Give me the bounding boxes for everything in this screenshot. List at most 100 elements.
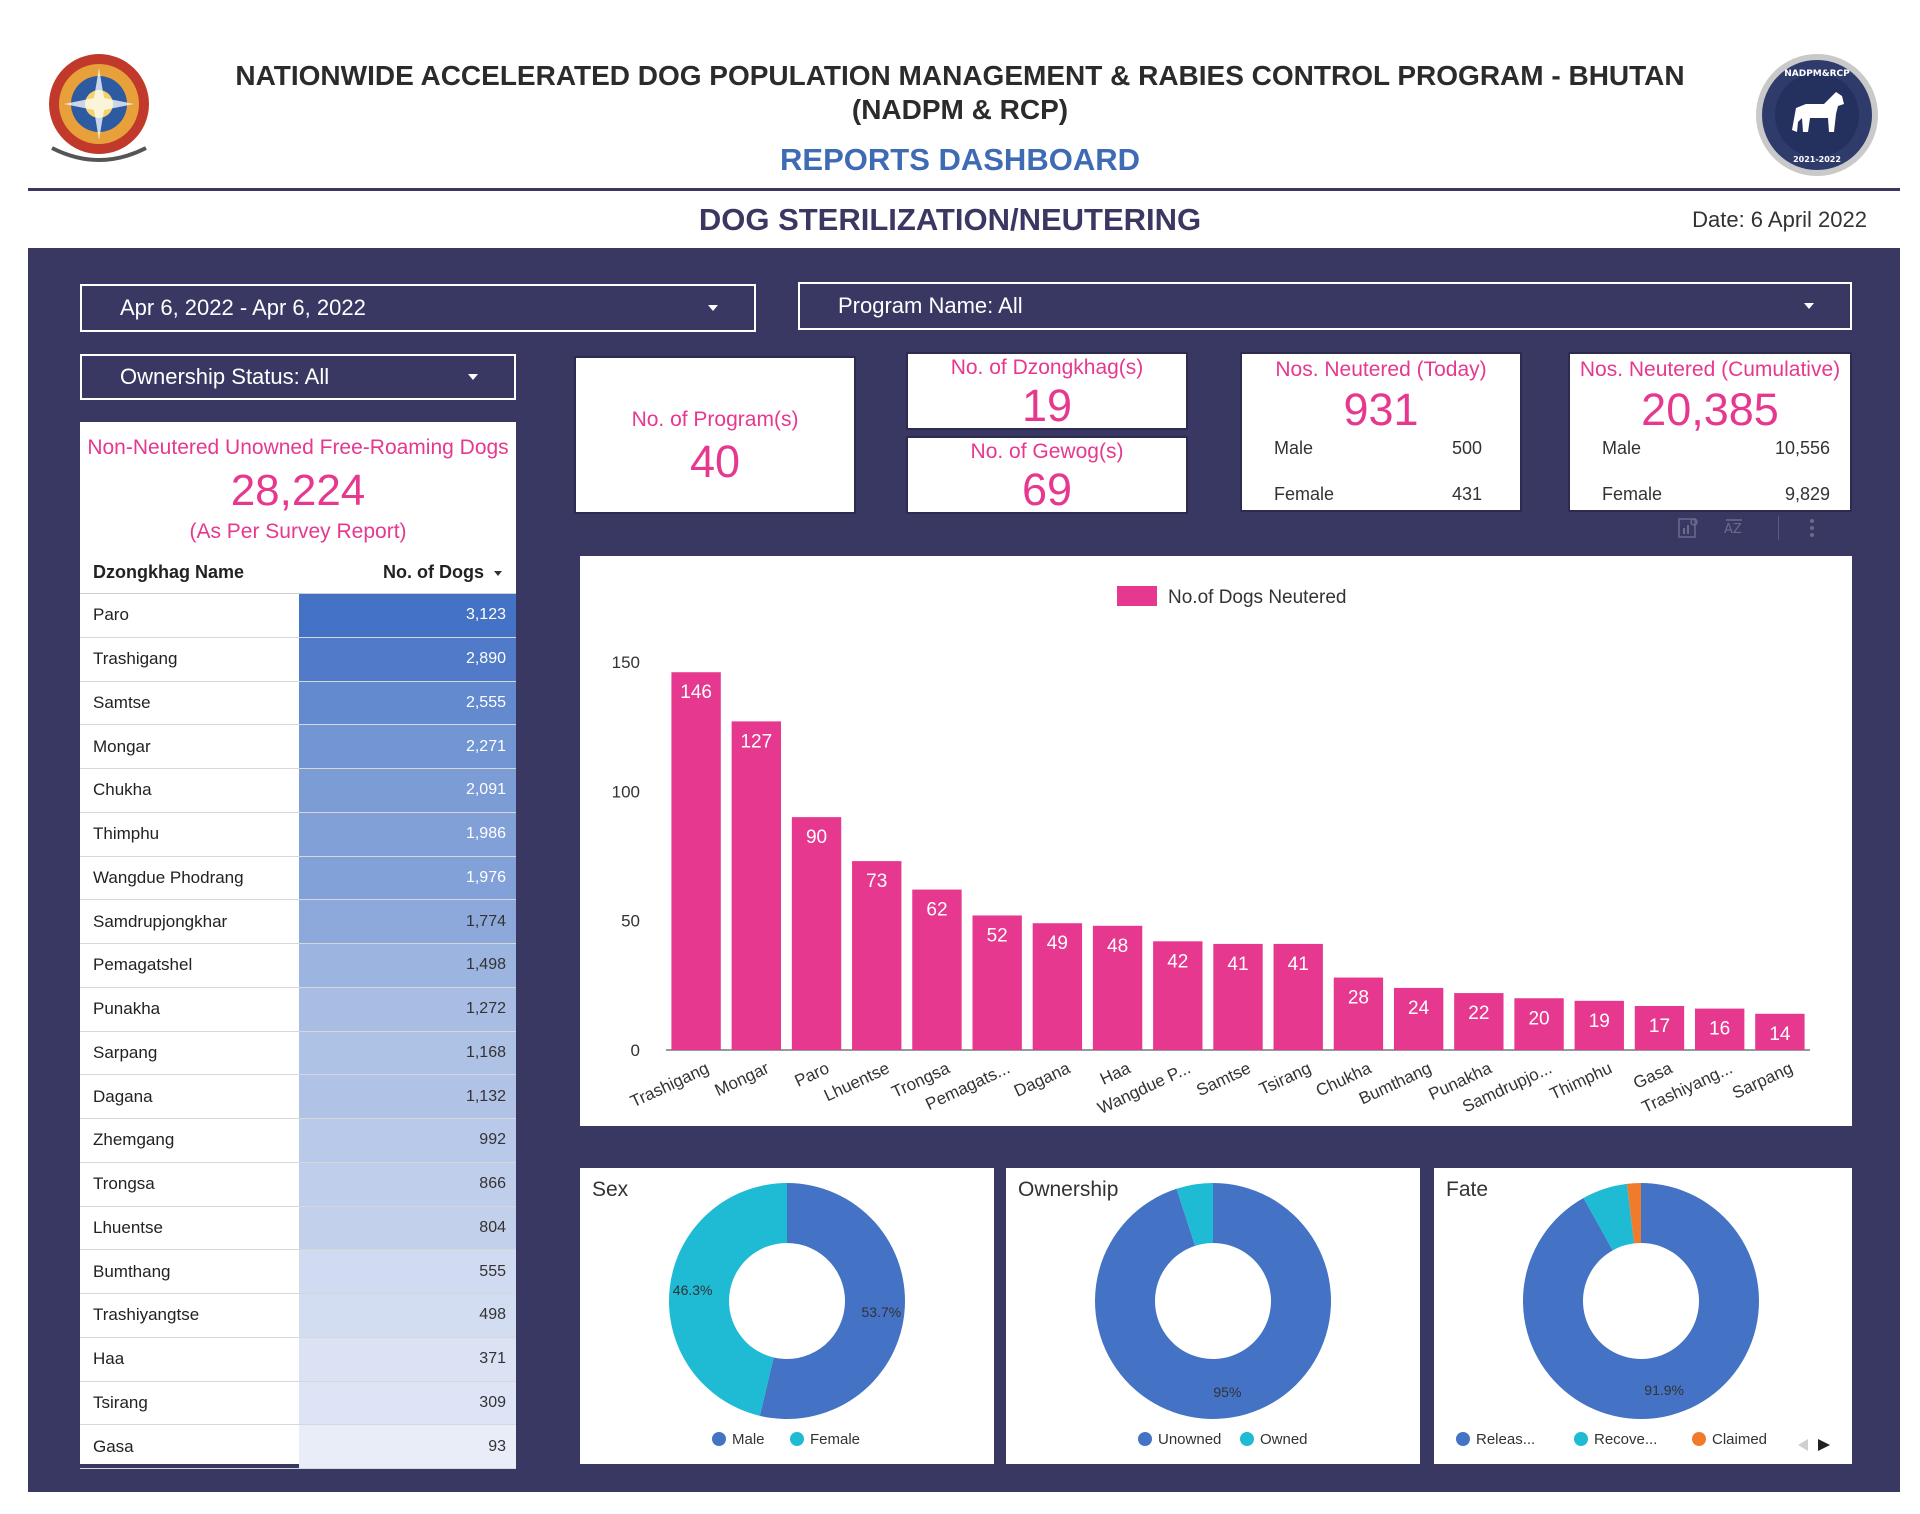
bar-value-label: 14: [1769, 1024, 1791, 1045]
legend-dot: [1240, 1432, 1254, 1446]
today-male-value: 500: [1451, 438, 1482, 458]
table-row: Trashiyangtse 498: [80, 1294, 516, 1338]
bar-value-label: 19: [1589, 1011, 1610, 1032]
column-header-dogs-label: No. of Dogs: [383, 562, 484, 582]
dog-count-cell: 992: [299, 1119, 516, 1162]
program-title-line2: (NADPM & RCP): [851, 94, 1069, 125]
bar[interactable]: [1454, 993, 1504, 1050]
donut-slice[interactable]: [1095, 1183, 1331, 1419]
dzongkhag-name-cell: Dagana: [93, 1086, 153, 1106]
bar-value-label: 49: [1047, 933, 1068, 954]
bar[interactable]: [1032, 923, 1083, 1050]
toolbar-divider: [1778, 516, 1786, 540]
bar-value-label: 41: [1227, 954, 1248, 975]
bar-value-label: 28: [1348, 988, 1369, 1009]
dog-count-cell: 1,168: [299, 1031, 516, 1075]
dzongkhag-name-cell: Mongar: [93, 736, 151, 756]
program-name-value: Program Name: All: [838, 293, 1023, 318]
ownership-status-filter[interactable]: Ownership Status: All: [80, 354, 516, 400]
donut-slice[interactable]: [759, 1183, 905, 1419]
legend-label: Female: [810, 1431, 860, 1448]
bar[interactable]: [1755, 1013, 1805, 1050]
bar[interactable]: [731, 721, 782, 1050]
bar-value-label: 127: [740, 731, 772, 752]
bar[interactable]: [1514, 998, 1564, 1050]
dzongkhag-name-cell: Lhuentse: [93, 1217, 163, 1237]
bar[interactable]: [912, 889, 962, 1050]
table-row: Tsirang 309: [80, 1381, 516, 1426]
dzongkhag-name-cell: Samdrupjongkhar: [93, 911, 228, 931]
neutered-today-value: 931: [1343, 384, 1419, 435]
ownership-donut-card: Ownership 95% Unowned Owned: [1006, 1168, 1420, 1464]
dzongkhag-name-cell: Trashiyangtse: [93, 1305, 200, 1325]
sex-donut-svg: 53.7% 46.3% Male Female: [669, 1183, 905, 1448]
chart-settings-icon[interactable]: [1676, 516, 1700, 540]
fate-chart-title: Fate: [1446, 1178, 1489, 1201]
dog-count-cell: 1,986: [299, 812, 516, 856]
bar[interactable]: [1393, 987, 1444, 1050]
dzongkhag-name-cell: Paro: [93, 605, 129, 625]
x-tick-label: Trashigang: [627, 1058, 712, 1111]
dog-count-cell: 1,132: [299, 1075, 516, 1118]
table-row: Gasa 93: [80, 1425, 516, 1469]
ownership-status-value: Ownership Status: All: [120, 364, 330, 389]
survey-label: Non-Neutered Unowned Free-Roaming Dogs: [87, 436, 509, 459]
bar[interactable]: [1092, 925, 1143, 1050]
bar[interactable]: [1634, 1006, 1685, 1050]
table-header: Dzongkhag Name No. of Dogs: [80, 552, 516, 594]
bar[interactable]: [1153, 941, 1203, 1050]
legend-label: Owned: [1260, 1431, 1308, 1448]
donut-slice[interactable]: [1626, 1183, 1641, 1244]
dzongkhag-name-cell: Zhemgang: [93, 1130, 175, 1150]
donut-slice[interactable]: [669, 1183, 787, 1416]
dog-count-cell: 371: [299, 1337, 516, 1381]
donut-slice[interactable]: [1523, 1183, 1759, 1419]
table-row: Mongar 2,271: [80, 725, 516, 769]
dzongkhag-name-cell: Trashigang: [93, 649, 178, 669]
donut-slice[interactable]: [1176, 1183, 1213, 1246]
bar[interactable]: [791, 817, 842, 1050]
gewogs-value: 69: [1021, 464, 1073, 515]
fate-donut-svg: 91.9% Releas... Recove... Claimed: [1456, 1183, 1830, 1451]
column-header-dzongkhag[interactable]: Dzongkhag Name: [93, 562, 245, 582]
neutered-cumulative-card: Nos. Neutered (Cumulative) 20,385 Male 10…: [1568, 352, 1852, 512]
bar-value-label: 24: [1408, 998, 1430, 1019]
ownership-chart-title: Ownership: [1018, 1178, 1119, 1201]
legend-label: Releas...: [1476, 1431, 1535, 1448]
bar[interactable]: [1694, 1008, 1745, 1050]
bar[interactable]: [671, 672, 721, 1050]
sex-chart-title: Sex: [592, 1178, 629, 1201]
column-header-dogs[interactable]: No. of Dogs: [300, 562, 516, 583]
dzongkhag-name-cell: Pemagatshel: [93, 955, 193, 975]
section-title: DOG STERILIZATION/NEUTERING: [698, 202, 1202, 237]
dog-count-cell: 804: [299, 1206, 516, 1250]
legend-label: Unowned: [1158, 1431, 1221, 1448]
donut-slice[interactable]: [1583, 1183, 1635, 1251]
bar[interactable]: [1273, 943, 1323, 1050]
more-options-icon[interactable]: [1806, 516, 1818, 540]
bar[interactable]: [972, 915, 1022, 1050]
legend-dot: [1138, 1432, 1152, 1446]
program-name-filter[interactable]: Program Name: All: [798, 282, 1852, 330]
cumulative-male-value: 10,556: [1774, 438, 1830, 458]
legend-next-icon[interactable]: [1818, 1439, 1830, 1451]
legend-label: Male: [732, 1431, 765, 1448]
legend-prev-icon[interactable]: [1798, 1439, 1808, 1451]
bar-value-label: 42: [1167, 951, 1188, 972]
bar-value-label: 48: [1107, 936, 1128, 957]
date-range-filter[interactable]: Apr 6, 2022 - Apr 6, 2022: [80, 284, 756, 332]
bar[interactable]: [852, 861, 902, 1050]
header-divider: [28, 188, 1900, 191]
dog-count-cell: 3,123: [299, 594, 516, 637]
x-tick-label: Thimphu: [1547, 1058, 1615, 1103]
cumulative-female-label: Female: [1602, 484, 1663, 504]
bar[interactable]: [1333, 977, 1384, 1050]
bar[interactable]: [1213, 943, 1263, 1050]
neutered-bar-chart: No.of Dogs Neutered 0 50 100 150 146 Trashigan…: [580, 556, 1852, 1126]
table-row: Lhuentse 804: [80, 1206, 516, 1251]
sort-az-icon[interactable]: AZ: [1722, 516, 1746, 540]
dashboard-title: REPORTS DASHBOARD: [780, 142, 1140, 177]
bar-value-label: 16: [1709, 1019, 1730, 1040]
y-tick-label: 0: [631, 1041, 640, 1060]
bar[interactable]: [1574, 1000, 1624, 1050]
